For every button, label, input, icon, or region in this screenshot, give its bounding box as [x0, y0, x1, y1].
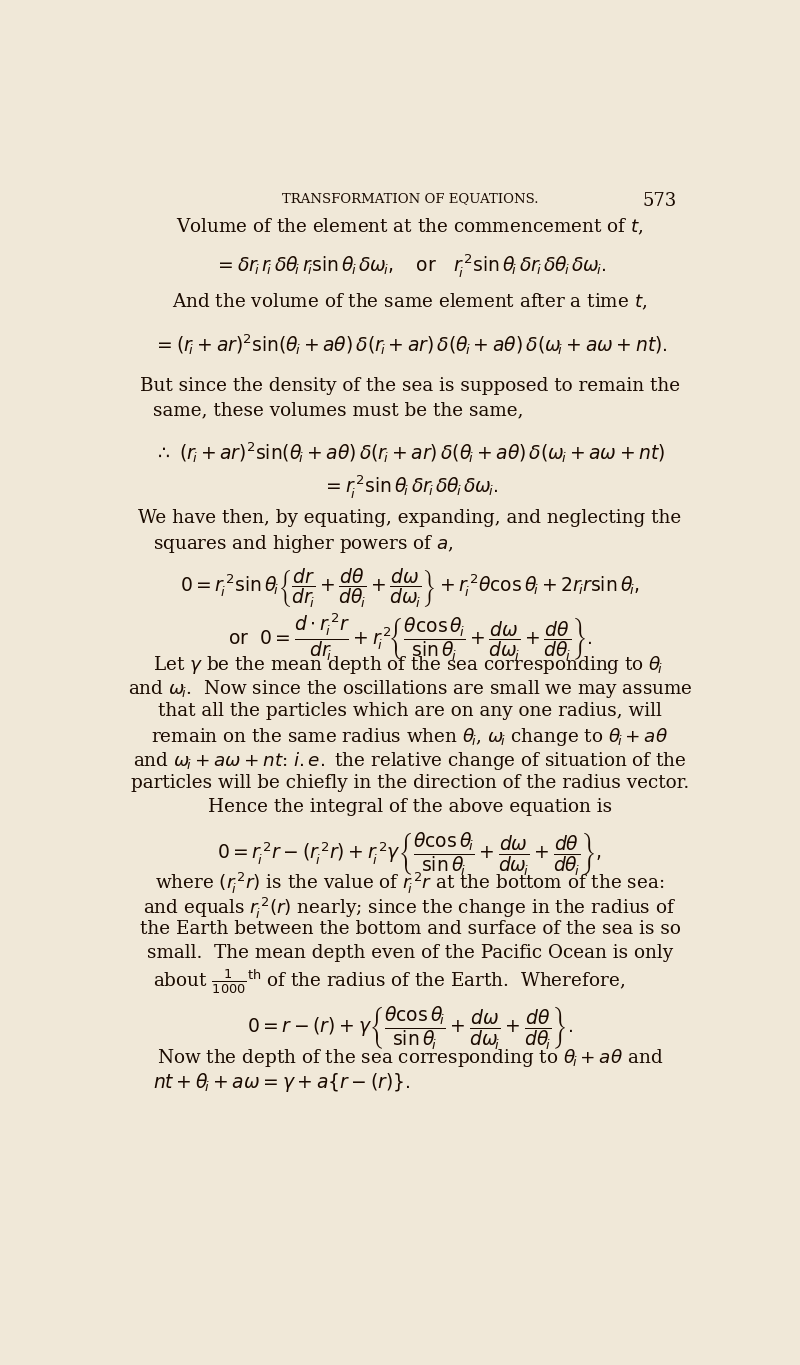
Text: And the volume of the same element after a time $t$,: And the volume of the same element after…	[172, 292, 648, 313]
Text: remain on the same radius when $\theta_{\!i}$, $\omega_{\!i}$ change to $\theta_: remain on the same radius when $\theta_{…	[151, 726, 669, 748]
Text: that all the particles which are on any one radius, will: that all the particles which are on any …	[158, 702, 662, 719]
Text: $\therefore\ (r_{\!i}+ar)^2\sin(\theta_{\!i}+a\theta)\,\delta(r_{\!i}+ar)\,\delt: $\therefore\ (r_{\!i}+ar)^2\sin(\theta_{…	[154, 441, 666, 465]
Text: and equals $r_{\!i}^{\,2}(r)$ nearly; since the change in the radius of: and equals $r_{\!i}^{\,2}(r)$ nearly; si…	[143, 895, 677, 920]
Text: the Earth between the bottom and surface of the sea is so: the Earth between the bottom and surface…	[139, 920, 681, 938]
Text: $0=r_{\!i}^{\,2}r-(r_{\!i}^{\,2}r)+r_{\!i}^{\,2}\gamma\left\{\dfrac{\theta\cos\t: $0=r_{\!i}^{\,2}r-(r_{\!i}^{\,2}r)+r_{\!…	[218, 830, 602, 878]
Text: and $\omega_{\!i}+a\omega+nt$: $i.e.$ the relative change of situation of the: and $\omega_{\!i}+a\omega+nt$: $i.e.$ th…	[133, 751, 687, 773]
Text: $= \delta r_{\!i}\,r_{\!i}\,\delta\theta_{\!i}\,r_{\!i}\sin\theta_{\!i}\,\delta\: $= \delta r_{\!i}\,r_{\!i}\,\delta\theta…	[214, 253, 606, 278]
Text: $0=r-(r)+\gamma\left\{\dfrac{\theta\cos\theta_{\!i}}{\sin\theta_{\!i}}+\dfrac{d\: $0=r-(r)+\gamma\left\{\dfrac{\theta\cos\…	[247, 1003, 573, 1051]
Text: Hence the integral of the above equation is: Hence the integral of the above equation…	[208, 797, 612, 815]
Text: But since the density of the sea is supposed to remain the: But since the density of the sea is supp…	[140, 377, 680, 394]
Text: same, these volumes must be the same,: same, these volumes must be the same,	[153, 401, 523, 419]
Text: Let $\gamma$ be the mean depth of the sea corresponding to $\theta_{\!i}$: Let $\gamma$ be the mean depth of the se…	[153, 654, 663, 676]
Text: TRANSFORMATION OF EQUATIONS.: TRANSFORMATION OF EQUATIONS.	[282, 192, 538, 205]
Text: $0 = r_{\!i}^{\,2}\sin\theta_{\!i}\left\{\dfrac{dr}{dr_{\!i}}+\dfrac{d\theta}{d\: $0 = r_{\!i}^{\,2}\sin\theta_{\!i}\left\…	[180, 566, 640, 610]
Text: about $\frac{1}{1000}^{\mathrm{th}}$ of the radius of the Earth.  Wherefore,: about $\frac{1}{1000}^{\mathrm{th}}$ of …	[153, 968, 625, 996]
Text: Volume of the element at the commencement of $t$,: Volume of the element at the commencemen…	[176, 216, 644, 236]
Text: squares and higher powers of $a$,: squares and higher powers of $a$,	[153, 532, 454, 554]
Text: $=(r_{\!i}+ar)^2\sin(\theta_{\!i}+a\theta)\,\delta(r_{\!i}+ar)\,\delta(\theta_{\: $=(r_{\!i}+ar)^2\sin(\theta_{\!i}+a\thet…	[153, 332, 667, 356]
Text: particles will be chiefly in the direction of the radius vector.: particles will be chiefly in the directi…	[131, 774, 689, 793]
Text: $=r_{\!i}^{\,2}\sin\theta_{\!i}\,\delta r_{\!i}\,\delta\theta_{\!i}\,\delta\omeg: $=r_{\!i}^{\,2}\sin\theta_{\!i}\,\delta …	[322, 472, 498, 500]
Text: 573: 573	[642, 192, 677, 210]
Text: $\mathrm{or}\ \ 0=\dfrac{d\cdot r_{\!i}^{\,2}r}{dr_{\!i}}+r_{\!i}^{\,2}\!\left\{: $\mathrm{or}\ \ 0=\dfrac{d\cdot r_{\!i}^…	[228, 612, 592, 662]
Text: small.  The mean depth even of the Pacific Ocean is only: small. The mean depth even of the Pacifi…	[147, 943, 673, 962]
Text: where $(r_{\!i}^{\,2}r)$ is the value of $r_{\!i}^{\,2}r$ at the bottom of the s: where $(r_{\!i}^{\,2}r)$ is the value of…	[155, 871, 665, 897]
Text: Now the depth of the sea corresponding to $\theta_{\!i}+a\theta$ and: Now the depth of the sea corresponding t…	[157, 1047, 663, 1069]
Text: We have then, by equating, expanding, and neglecting the: We have then, by equating, expanding, an…	[138, 509, 682, 527]
Text: $nt+\theta_{\!i}+a\omega=\gamma+a\left\{r-(r)\right\}.$: $nt+\theta_{\!i}+a\omega=\gamma+a\left\{…	[153, 1072, 410, 1093]
Text: and $\omega_{\!i}$.  Now since the oscillations are small we may assume: and $\omega_{\!i}$. Now since the oscill…	[128, 678, 692, 700]
